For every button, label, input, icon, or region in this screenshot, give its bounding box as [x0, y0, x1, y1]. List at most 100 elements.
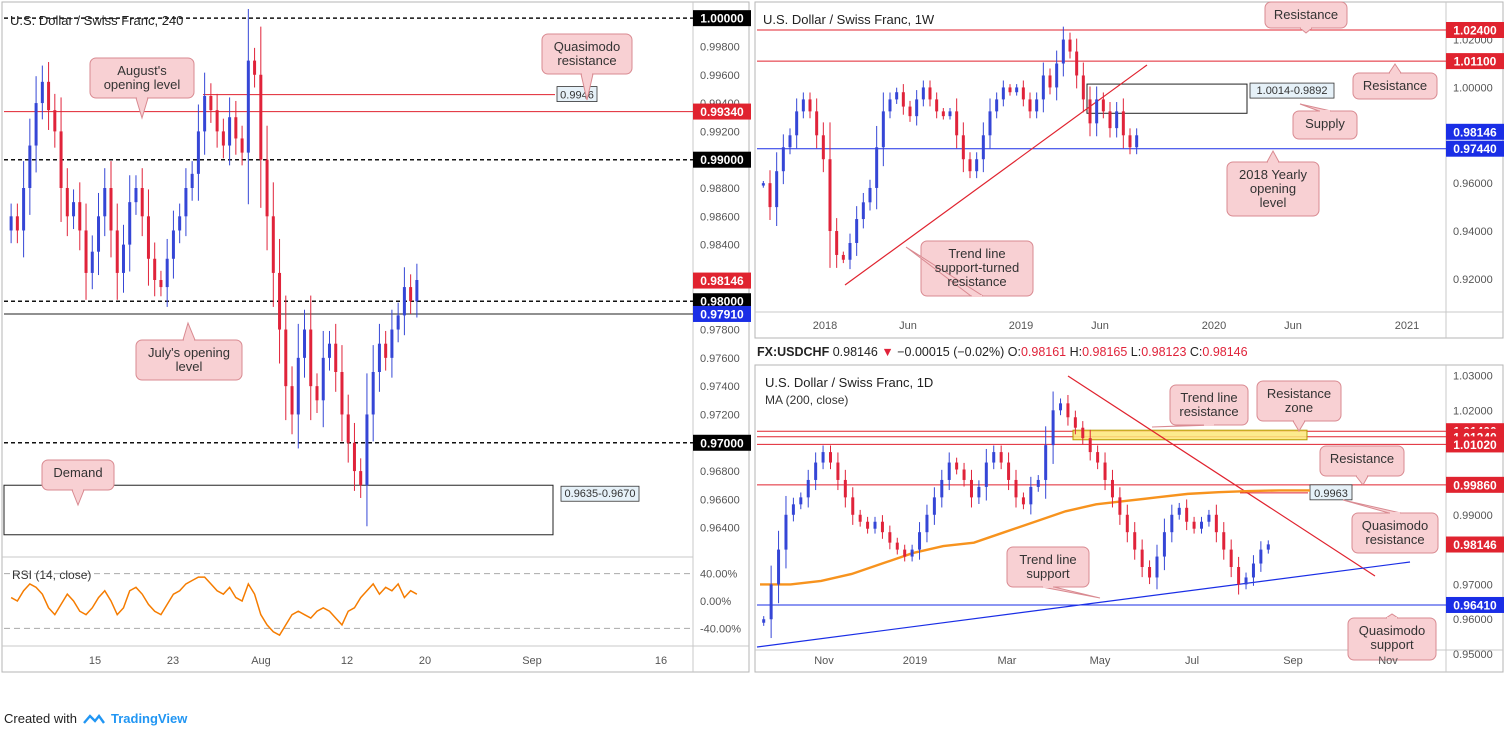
candle-body [836, 462, 840, 480]
candle-body [925, 514, 929, 533]
weekly-supply-tag [1249, 82, 1335, 99]
tradingview-logo-icon [83, 713, 105, 724]
h4-x-tick: 23 [167, 655, 179, 667]
daily-price-badge-bg [1446, 596, 1504, 613]
candle-body [835, 231, 839, 255]
candle-body [815, 111, 819, 136]
candle-body [271, 216, 275, 273]
daily-ma200-line [760, 489, 1310, 586]
candle-body [34, 103, 38, 146]
candle-body [995, 99, 999, 112]
daily-low-value: 0.98123 [1141, 345, 1190, 359]
h4-price-badge-bg [693, 293, 751, 310]
daily-high-value: 0.98165 [1082, 345, 1131, 359]
h4-price-badge: 0.99000 [700, 153, 744, 167]
candle-body [1185, 507, 1189, 522]
candle-body [801, 99, 805, 112]
candle-body [97, 216, 101, 252]
candle-body [921, 87, 925, 100]
weekly-x-tick: Jun [1284, 320, 1302, 332]
candle-body [103, 188, 107, 217]
candle-body [851, 497, 855, 515]
daily-candles [762, 391, 1270, 639]
candle-body [234, 117, 238, 139]
h4-y-tick: 0.99200 [700, 126, 740, 138]
weekly-callout-supply: Supply [1292, 103, 1358, 140]
daily-trend-resistance [1067, 375, 1376, 577]
candle-body [1222, 532, 1226, 550]
weekly-candles [761, 26, 1139, 270]
candle-body [402, 287, 406, 316]
candle-body [1103, 462, 1107, 480]
weekly-chart-panel[interactable]: 1.0014-0.98921.020001.000000.960000.9400… [754, 1, 1504, 339]
candle-body [321, 357, 325, 401]
candle-body [768, 183, 772, 208]
candle-body [848, 242, 852, 260]
candle-body [1229, 549, 1233, 568]
weekly-x-tick: Jun [1091, 320, 1109, 332]
candle-body [352, 442, 356, 472]
h4-price-badge-bg [693, 305, 751, 322]
weekly-callout-resistance-right: Resistance [1352, 63, 1438, 100]
weekly-x-tick: 2021 [1395, 320, 1419, 332]
candle-body [873, 521, 877, 529]
daily-x-tick: Mar [998, 655, 1017, 667]
candle-body [1177, 507, 1181, 515]
candle-body [1073, 417, 1077, 428]
weekly-supply-zone [1086, 83, 1248, 114]
candle-body [1214, 514, 1218, 533]
h4-callout-july-open-text: July's opening [148, 345, 230, 360]
candle-body [390, 329, 394, 358]
candle-body [915, 99, 919, 117]
h4-x-tick: 12 [341, 655, 353, 667]
weekly-price-badge: 0.98146 [1453, 125, 1497, 139]
candle-body [777, 549, 781, 585]
candle-body [1081, 427, 1085, 439]
candle-body [761, 183, 765, 186]
candle-body [1118, 497, 1122, 515]
candle-body [888, 532, 892, 543]
daily-x-tick: Sep [1283, 655, 1303, 667]
candle-body [90, 251, 94, 273]
candle-body [881, 111, 885, 148]
h4-price-badge: 1.00000 [700, 12, 744, 26]
daily-chart-panel[interactable]: FX:USDCHF 0.98146 ▼ −0.00015 (−0.02%) O:… [754, 345, 1504, 673]
daily-ohlc-line: FX:USDCHF 0.98146 ▼ −0.00015 (−0.02%) O:… [757, 345, 1248, 359]
candle-body [296, 357, 300, 415]
candle-body [1207, 514, 1211, 522]
candle-body [799, 497, 803, 505]
candle-body [1008, 87, 1012, 93]
weekly-x-tick: 2019 [1009, 320, 1033, 332]
candle-body [1200, 521, 1204, 529]
candle-body [259, 74, 263, 160]
daily-last-price: 0.98146 [833, 345, 882, 359]
candle-body [346, 414, 350, 443]
candle-body [1148, 567, 1152, 578]
daily-y-tick: 0.95000 [1453, 649, 1493, 661]
candle-body [1244, 577, 1248, 585]
candle-body [908, 106, 912, 117]
candle-body [1135, 135, 1139, 148]
candle-body [1028, 99, 1032, 112]
weekly-x-tick: 2020 [1202, 320, 1226, 332]
tradingview-brand[interactable]: TradingView [110, 711, 188, 726]
h4-callout-demand-text: Demand [53, 465, 102, 480]
demand-zone [3, 484, 554, 536]
candle-body [977, 486, 981, 498]
h4-price-badge-bg [693, 272, 751, 289]
daily-callout-trend-resistance-text: Trend line [1180, 390, 1237, 405]
h4-price-badge: 0.97910 [700, 307, 744, 321]
candle-body [784, 514, 788, 550]
candle-body [65, 188, 69, 217]
candle-body [1108, 111, 1112, 129]
h4-x-tick: Sep [522, 655, 542, 667]
h4-price-badge: 0.97000 [700, 436, 744, 450]
candle-body [1162, 532, 1166, 557]
candle-body [290, 386, 294, 415]
weekly-price-badge-bg [1446, 140, 1504, 157]
weekly-price-badge-bg [1446, 22, 1504, 38]
h4-chart-panel[interactable]: 0.99460.9635-0.96700.964000.966000.96800… [1, 1, 751, 673]
daily-qm-value: 0.9963 [1314, 488, 1348, 500]
